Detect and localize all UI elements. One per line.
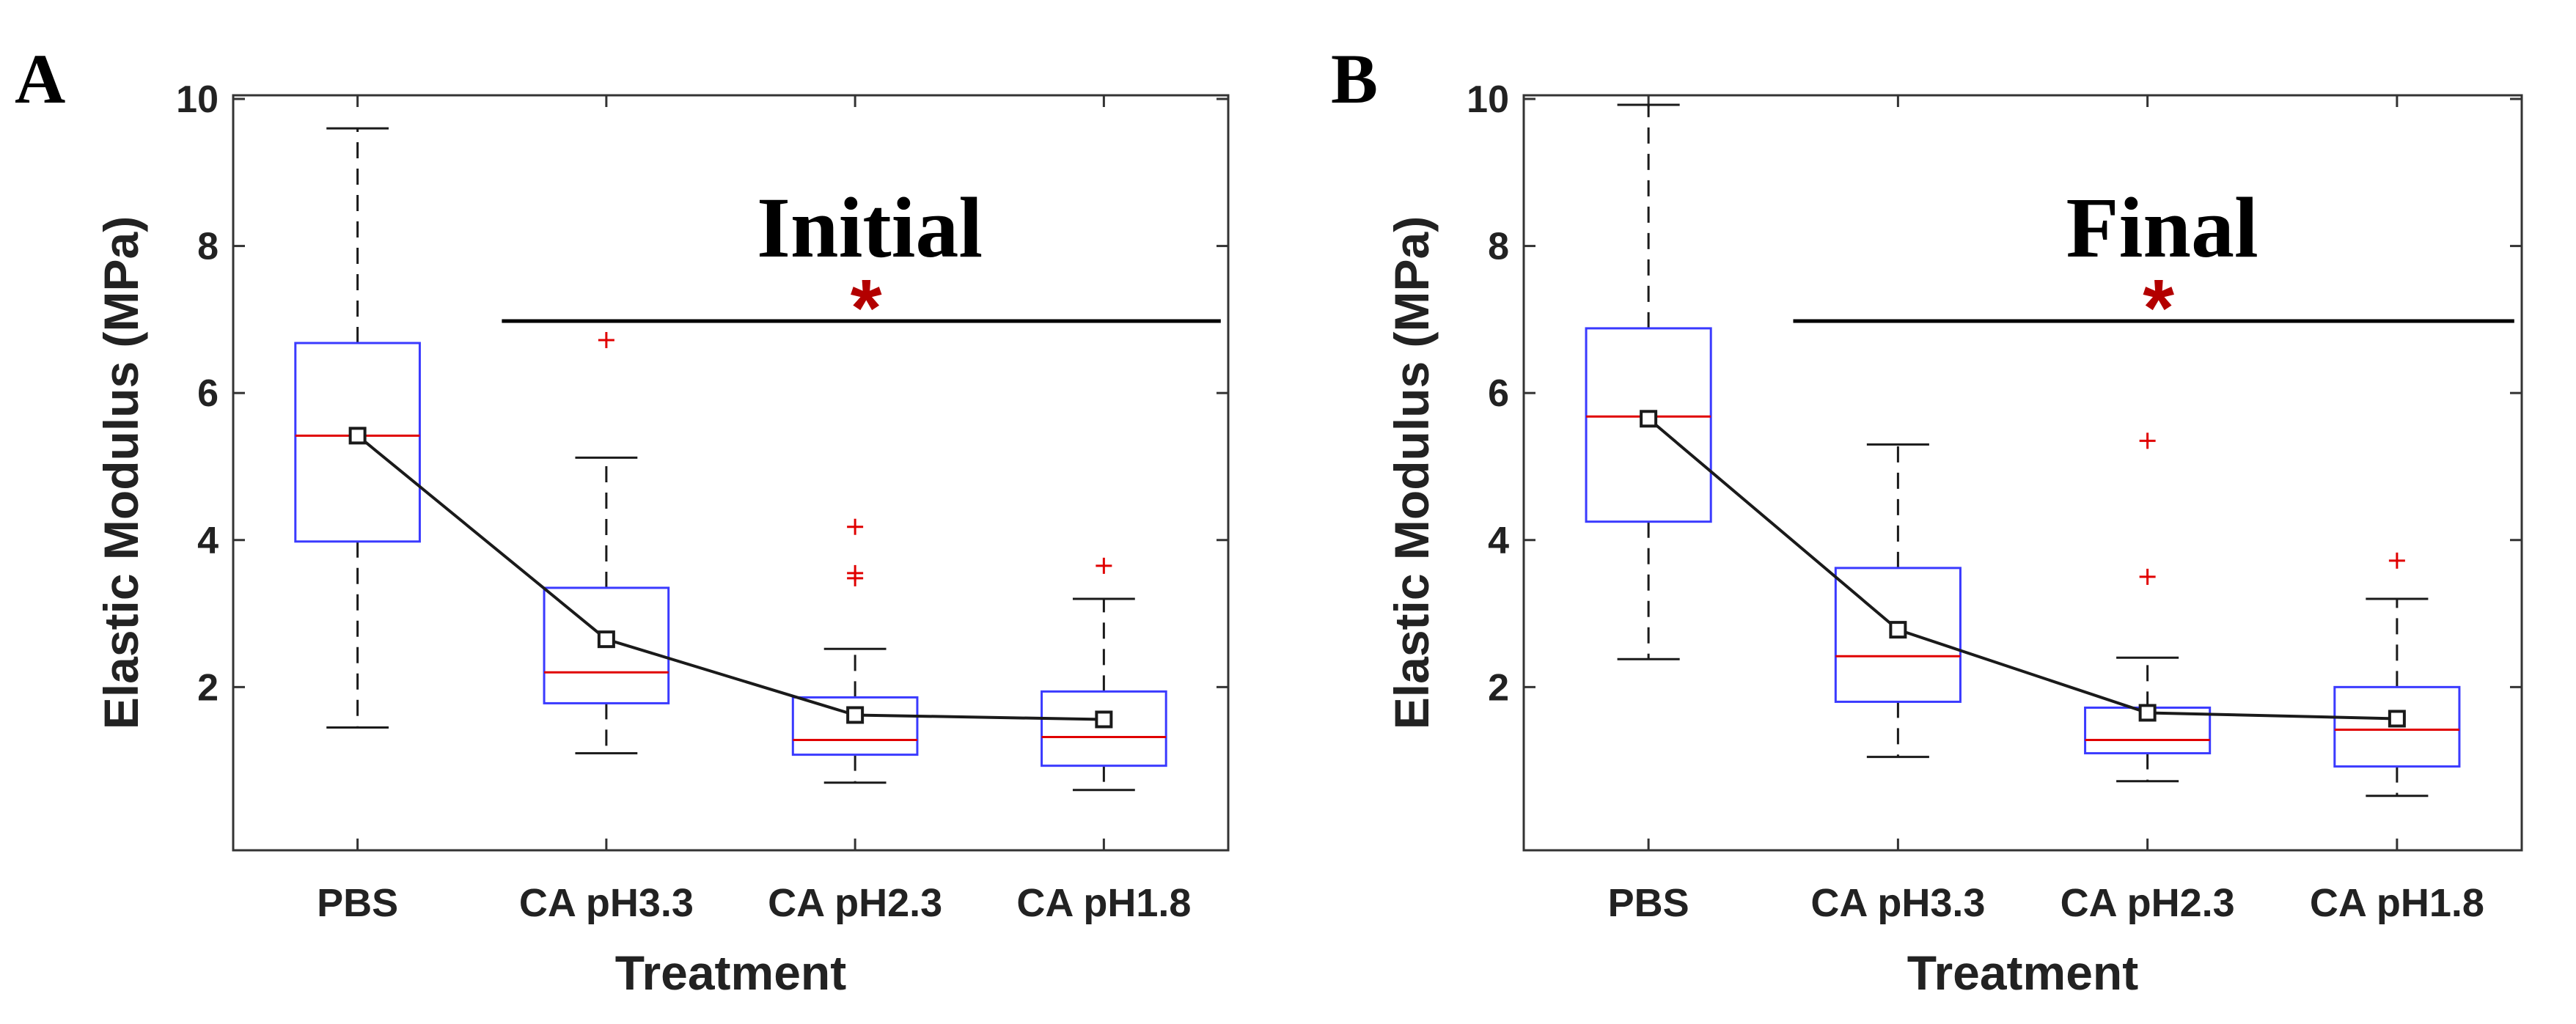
mean-marker [597,630,615,649]
y-axis-label: Elastic Modulus (MPa) [94,216,148,729]
significance-star: * [2143,263,2174,353]
outlier-marker [598,331,614,348]
box-3 [2084,432,2212,783]
panel-a: 2 4 6 8 10 PBS CA pH3.3 CA pH2.3 CA pH1.8 Treatme… [15,40,1230,1000]
box-iqr [294,342,421,543]
category-label: CA pH2.3 [768,881,942,925]
category-label: CA pH3.3 [519,881,694,925]
category-label: CA pH1.8 [2310,881,2484,925]
y-tick-label: 4 [197,520,219,562]
y-tick-label: 4 [1488,520,1509,562]
category-label: CA pH1.8 [1016,881,1191,925]
outlier-marker [847,518,864,535]
box-2 [543,331,670,755]
y-axis-label: Elastic Modulus (MPa) [1384,216,1439,729]
category-label: PBS [317,881,398,925]
box-4 [2333,552,2461,798]
y-tick-label: 6 [1488,372,1509,415]
x-axis-label: Treatment [615,946,846,1000]
y-tick-label: 8 [197,226,219,268]
box-2 [1834,443,1962,759]
significance-star: * [851,263,882,353]
panel-b: 2 4 6 8 10 PBS CA pH3.3 CA pH2.3 CA pH1.8 Treatme… [1331,40,2523,1000]
outlier-marker [1096,557,1112,574]
box-iqr [1041,690,1167,767]
box-iqr [791,696,919,756]
category-label: CA pH3.3 [1810,881,1985,925]
plot-area-frame [1522,94,2523,852]
mean-marker [348,427,367,445]
outlier-marker [847,564,864,581]
category-label: PBS [1608,881,1689,925]
plot-area-frame [232,94,1230,852]
y-tick-label: 2 [197,666,219,709]
panel-letter: A [15,40,65,118]
outlier-marker [2139,432,2156,449]
mean-marker [2138,704,2157,722]
mean-marker [2388,710,2406,728]
box-iqr [1585,327,1712,523]
mean-marker [1095,710,1113,729]
panel-title: Initial [757,180,983,276]
box-3 [791,518,919,784]
panel-letter: B [1331,40,1378,118]
outlier-marker [2388,552,2405,569]
mean-marker [1889,621,1907,639]
box-1 [1585,103,1712,660]
mean-marker [1640,410,1658,428]
mean-trend-line [356,434,1104,721]
y-tick-label: 6 [197,372,219,415]
box-iqr [2333,685,2461,768]
box-iqr [1834,567,1962,703]
y-tick-label: 8 [1488,226,1509,268]
y-tick-label: 2 [1488,666,1509,709]
y-tick-label: 10 [1467,78,1509,121]
x-axis-label: Treatment [1907,946,2138,1000]
mean-marker [846,706,865,724]
y-tick-label: 10 [176,78,219,121]
mean-trend-line [1647,417,2397,721]
outlier-marker [2139,568,2156,585]
box-iqr [543,586,670,704]
category-label: CA pH2.3 [2061,881,2235,925]
panel-title: Final [2066,180,2258,276]
box-4 [1041,557,1167,792]
